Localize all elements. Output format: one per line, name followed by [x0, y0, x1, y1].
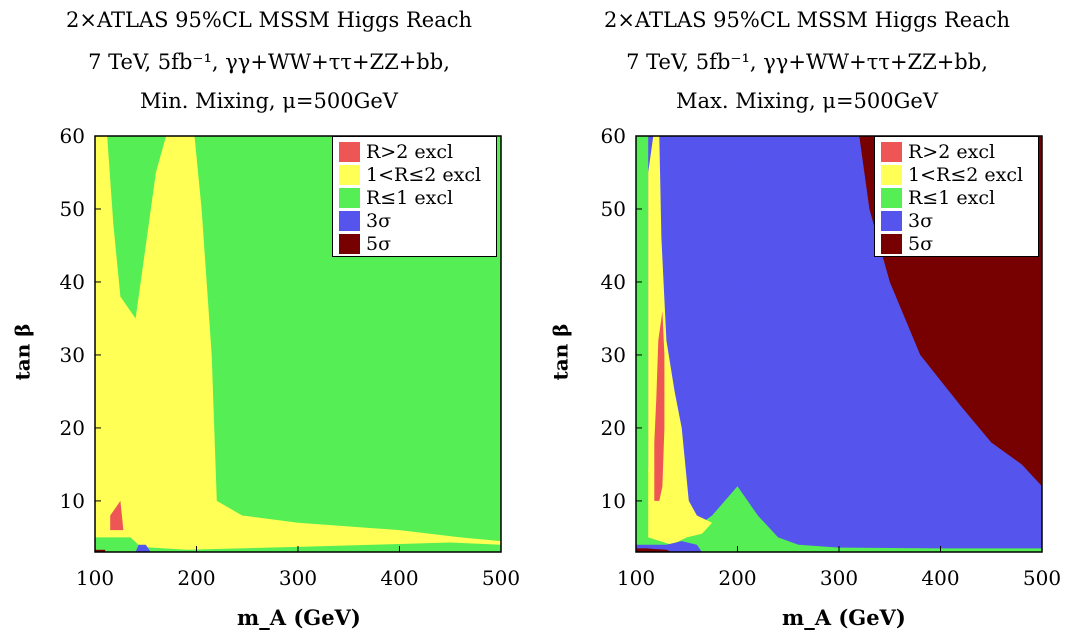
y-tick-label: 30 — [601, 343, 626, 367]
y-axis-label: tan β — [10, 323, 35, 381]
legend-entry: R>2 excl — [881, 141, 995, 163]
region-2 — [110, 500, 124, 531]
chart-panel-min-mixing: 2×ATLAS 95%CL MSSM Higgs Reach 7 TeV, 5f… — [10, 8, 521, 630]
legend-label: R>2 excl — [908, 141, 996, 163]
chart-title-line-2: 7 TeV, 5fb⁻¹, γγ+WW+ττ+ZZ+bb, — [88, 50, 450, 74]
legend-swatch — [339, 165, 360, 185]
legend-swatch — [881, 142, 902, 162]
region-6 — [636, 548, 672, 552]
region-1 — [648, 136, 713, 545]
legend-swatch — [881, 211, 902, 231]
legend-swatch — [881, 165, 902, 185]
x-tick-label: 200 — [718, 566, 756, 590]
legend-label: 5σ — [908, 233, 934, 255]
region-3 — [135, 544, 151, 552]
legend: R>2 excl 1<R≤2 excl R≤1 excl 3σ 5σ — [874, 136, 1039, 257]
y-tick-label: 50 — [60, 197, 85, 221]
x-tick-label: 100 — [617, 566, 655, 590]
x-axis-label: m_A (GeV) — [237, 605, 361, 630]
y-tick-label: 60 — [601, 124, 626, 148]
chart-title-line-1: 2×ATLAS 95%CL MSSM Higgs Reach — [65, 8, 472, 32]
x-tick-label: 400 — [380, 566, 418, 590]
legend-label: 1<R≤2 excl — [908, 164, 1024, 186]
legend-label: 3σ — [908, 210, 934, 232]
region-2 — [736, 136, 1042, 545]
legend-label: 3σ — [366, 210, 392, 232]
chart-title-line-3: Max. Mixing, μ=500GeV — [675, 89, 938, 113]
x-tick-label: 500 — [1023, 566, 1061, 590]
y-tick-label: 20 — [601, 416, 626, 440]
legend-swatch — [881, 234, 902, 254]
legend-label: 5σ — [366, 233, 392, 255]
chart-title-line-2: 7 TeV, 5fb⁻¹, γγ+WW+ττ+ZZ+bb, — [626, 50, 988, 74]
legend-label: R≤1 excl — [366, 187, 454, 209]
region-4 — [654, 311, 665, 501]
chart-panel-max-mixing: 2×ATLAS 95%CL MSSM Higgs Reach 7 TeV, 5f… — [538, 0, 1076, 635]
legend: R>2 excl 1<R≤2 excl R≤1 excl 3σ 5σ — [332, 136, 497, 257]
legend-swatch — [339, 211, 360, 231]
x-tick-label: 200 — [177, 566, 215, 590]
y-axis-label: tan β — [548, 323, 573, 381]
x-tick-label: 300 — [279, 566, 317, 590]
y-tick-label: 40 — [601, 270, 626, 294]
chart-title-line-3: Min. Mixing, μ=500GeV — [140, 89, 398, 113]
y-tick-label: 30 — [60, 343, 85, 367]
heatmap-plot: 100 200 300 400 500 10 20 30 40 50 60 — [60, 124, 521, 590]
y-tick-label: 50 — [601, 197, 626, 221]
legend-label: R>2 excl — [366, 141, 454, 163]
legend-entry: 5σ — [881, 233, 933, 255]
x-axis-label: m_A (GeV) — [782, 605, 906, 630]
x-tick-label: 300 — [820, 566, 858, 590]
legend-label: 1<R≤2 excl — [366, 164, 482, 186]
y-tick-label: 10 — [60, 489, 85, 513]
y-tick-label: 60 — [60, 124, 85, 148]
y-tick-label: 10 — [601, 489, 626, 513]
chart-title-line-1: 2×ATLAS 95%CL MSSM Higgs Reach — [603, 8, 1010, 32]
legend-entry: R≤1 excl — [881, 187, 995, 209]
legend-swatch — [339, 142, 360, 162]
y-tick-label: 40 — [60, 270, 85, 294]
legend-entry: 3σ — [339, 210, 391, 232]
heatmap-plot: 100 200 300 400 500 10 20 30 40 50 60 — [601, 124, 1062, 590]
legend-entry: 3σ — [881, 210, 933, 232]
y-tick-label: 20 — [60, 416, 85, 440]
legend-entry: R>2 excl — [339, 141, 453, 163]
legend-swatch — [339, 188, 360, 208]
legend-entry: R≤1 excl — [339, 187, 453, 209]
x-tick-label: 100 — [76, 566, 114, 590]
legend-label: R≤1 excl — [908, 187, 996, 209]
legend-entry: 1<R≤2 excl — [881, 164, 1023, 186]
legend-swatch — [881, 188, 902, 208]
legend-entry: 1<R≤2 excl — [339, 164, 481, 186]
legend-entry: 5σ — [339, 233, 391, 255]
x-tick-label: 500 — [482, 566, 520, 590]
x-tick-label: 400 — [921, 566, 959, 590]
region-0 — [95, 136, 501, 552]
legend-swatch — [339, 234, 360, 254]
